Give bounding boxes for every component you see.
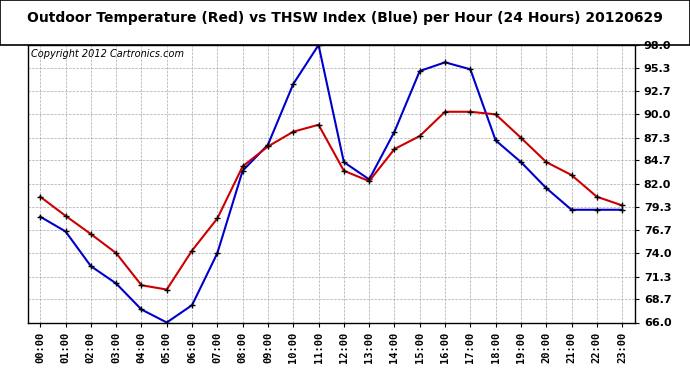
Text: Outdoor Temperature (Red) vs THSW Index (Blue) per Hour (24 Hours) 20120629: Outdoor Temperature (Red) vs THSW Index … [27, 11, 663, 25]
Text: Copyright 2012 Cartronics.com: Copyright 2012 Cartronics.com [30, 49, 184, 59]
